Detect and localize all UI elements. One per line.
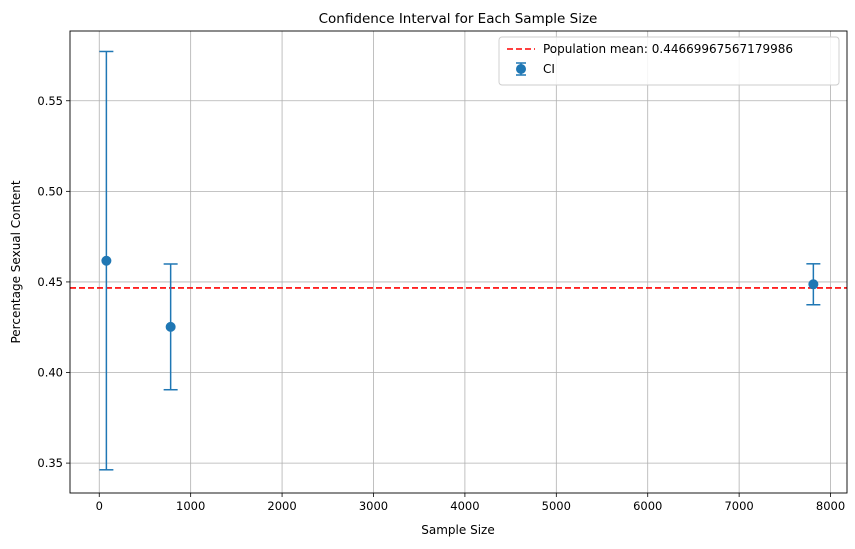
data-point <box>808 279 819 290</box>
x-axis-ticks: 0 1000 2000 3000 4000 5000 6000 7000 8000 <box>96 493 845 513</box>
x-tick-label: 6000 <box>633 499 662 513</box>
legend-label-ci: CI <box>543 62 555 76</box>
y-tick-label: 0.55 <box>37 94 63 108</box>
x-tick-label: 4000 <box>450 499 479 513</box>
x-tick-label: 5000 <box>542 499 571 513</box>
legend-label-population-mean: Population mean: 0.44669967567179986 <box>543 42 793 56</box>
x-tick-label: 3000 <box>359 499 388 513</box>
y-tick-label: 0.40 <box>37 366 63 380</box>
legend: Population mean: 0.44669967567179986 CI <box>498 36 840 86</box>
y-tick-label: 0.50 <box>37 184 63 198</box>
data-marks <box>99 50 821 471</box>
data-point <box>165 321 176 332</box>
legend-swatch-ci-marker <box>516 64 526 74</box>
y-tick-label: 0.45 <box>37 275 63 289</box>
x-tick-label: 2000 <box>267 499 296 513</box>
grid <box>70 31 847 493</box>
data-point <box>101 255 112 266</box>
x-tick-label: 0 <box>96 499 103 513</box>
legend-box <box>498 36 840 86</box>
y-tick-label: 0.35 <box>37 456 63 470</box>
x-tick-label: 7000 <box>724 499 753 513</box>
x-axis-label: Sample Size <box>421 523 494 537</box>
x-tick-label: 1000 <box>176 499 205 513</box>
y-axis-label: Percentage Sexual Content <box>9 180 23 343</box>
x-tick-label: 8000 <box>816 499 845 513</box>
chart-title: Confidence Interval for Each Sample Size <box>319 11 598 27</box>
y-axis-ticks: 0.35 0.40 0.45 0.50 0.55 <box>37 94 70 470</box>
plot-area-frame <box>69 30 848 494</box>
